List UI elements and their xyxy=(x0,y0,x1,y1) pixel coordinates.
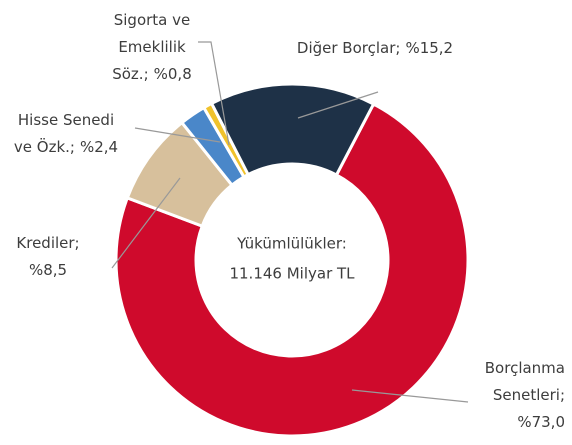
value-label: %73,0 xyxy=(517,413,565,431)
value-label: %8,5 xyxy=(29,261,67,279)
label-line: ve Özk.; xyxy=(14,137,75,156)
value-label: %15,2 xyxy=(405,39,453,57)
leader-line xyxy=(351,389,469,403)
leader-line xyxy=(297,91,379,119)
label-line: Hisse Senedi xyxy=(18,111,114,129)
leader-line xyxy=(198,41,230,146)
slice-label: Krediler; %8,5 xyxy=(16,234,79,279)
leader-lines xyxy=(111,41,469,403)
value-label: %0,8 xyxy=(154,65,192,83)
label-line: Sigorta ve xyxy=(114,11,191,29)
leader-line xyxy=(111,177,181,269)
value-label: %2,4 xyxy=(80,138,118,156)
slice-label: Diğer Borçlar; %15,2 xyxy=(297,39,453,57)
label-line: Borçlanma xyxy=(485,359,565,377)
label-line: Emeklilik xyxy=(118,38,186,56)
label-line: Söz.; xyxy=(112,65,148,83)
center-label: 11.146 Milyar TL xyxy=(229,265,355,283)
slice-label: Borçlanma Senetleri; %73,0 xyxy=(485,359,565,431)
slice xyxy=(114,102,470,438)
label-line: Senetleri; xyxy=(493,386,565,404)
label-line: Krediler; xyxy=(16,234,79,252)
center-label: Yükümlülükler: xyxy=(236,235,347,253)
slice-label: Sigorta ve Emeklilik Söz.; %0,8 xyxy=(112,11,192,83)
leader-line xyxy=(134,127,221,143)
label-line: Diğer Borçlar; xyxy=(297,39,401,57)
slice-label: Hisse Senedi ve Özk.; %2,4 xyxy=(14,111,118,156)
slices xyxy=(114,82,470,438)
